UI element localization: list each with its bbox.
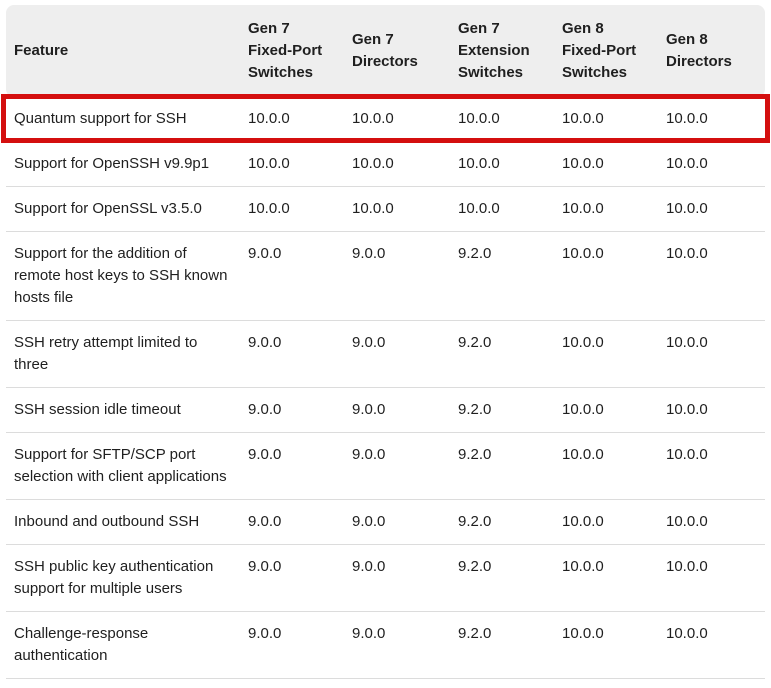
value-cell: 9.2.0 [458,245,492,262]
value-cell: 10.0.0 [562,558,604,575]
table-row-ssh-retry-attempt: SSH retry attempt limited to three 9.0.0… [6,321,765,388]
value-cell: 9.0.0 [352,334,386,351]
feature-cell: Support for SFTP/SCP port selection with… [14,446,227,485]
value-cell: 9.2.0 [458,401,492,418]
value-cell: 9.0.0 [248,558,282,575]
value-cell: 10.0.0 [562,513,604,530]
value-cell: 10.0.0 [666,625,708,642]
feature-cell: SSH session idle timeout [14,401,181,418]
value-cell: 10.0.0 [666,446,708,463]
value-cell: 10.0.0 [666,401,708,418]
value-cell: 10.0.0 [352,155,394,172]
value-cell: 9.0.0 [352,513,386,530]
value-cell: 10.0.0 [562,446,604,463]
value-cell: 10.0.0 [352,110,394,127]
table-row-ssh-session-idle-timeout: SSH session idle timeout 9.0.0 9.0.0 9.2… [6,388,765,433]
value-cell: 10.0.0 [248,200,290,217]
value-cell: 9.0.0 [248,446,282,463]
value-cell: 9.0.0 [352,558,386,575]
feature-cell: Challenge-response authentication [14,625,149,664]
column-header-gen7-directors: Gen 7 Directors [352,31,418,70]
table-row-openssh-v99p1: Support for OpenSSH v9.9p1 10.0.0 10.0.0… [6,142,765,187]
value-cell: 10.0.0 [666,334,708,351]
table-row-quantum-support-for-ssh: Quantum support for SSH 10.0.0 10.0.0 10… [1,94,770,143]
table-row-sftp-scp-port-selection: Support for SFTP/SCP port selection with… [6,433,765,500]
value-cell: 9.0.0 [248,625,282,642]
value-cell: 9.0.0 [352,446,386,463]
feature-cell: Support for OpenSSH v9.9p1 [14,155,210,172]
value-cell: 9.2.0 [458,513,492,530]
table-row-ssh-public-key-auth: SSH public key authentication support fo… [6,545,765,612]
value-cell: 10.0.0 [352,200,394,217]
feature-cell: Quantum support for SSH [14,110,187,127]
table-row-challenge-response-auth: Challenge-response authentication 9.0.0 … [6,612,765,679]
value-cell: 9.2.0 [458,334,492,351]
value-cell: 10.0.0 [666,513,708,530]
table-row-inbound-outbound-ssh: Inbound and outbound SSH 9.0.0 9.0.0 9.2… [6,500,765,545]
value-cell: 9.0.0 [352,245,386,262]
value-cell: 10.0.0 [666,245,708,262]
value-cell: 10.0.0 [562,401,604,418]
value-cell: 9.0.0 [248,401,282,418]
value-cell: 10.0.0 [458,155,500,172]
value-cell: 9.2.0 [458,558,492,575]
value-cell: 10.0.0 [562,200,604,217]
column-header-gen7-fixed-port-switches: Gen 7 Fixed-Port Switches [248,20,323,81]
value-cell: 9.0.0 [352,401,386,418]
column-header-feature: Feature [14,42,69,59]
feature-cell: SSH public key authentication support fo… [14,558,214,597]
value-cell: 10.0.0 [562,625,604,642]
value-cell: 10.0.0 [562,155,604,172]
value-cell: 10.0.0 [248,110,290,127]
value-cell: 10.0.0 [666,155,708,172]
value-cell: 10.0.0 [458,200,500,217]
value-cell: 10.0.0 [666,558,708,575]
value-cell: 10.0.0 [562,334,604,351]
value-cell: 10.0.0 [458,110,500,127]
value-cell: 9.0.0 [248,334,282,351]
table-row-remote-host-keys: Support for the addition of remote host … [6,232,765,321]
feature-cell: Support for OpenSSL v3.5.0 [14,200,202,217]
table-header-row: Feature Gen 7 Fixed-Port Switches Gen 7 … [6,5,765,97]
feature-cell: Inbound and outbound SSH [14,513,200,530]
column-header-gen8-directors: Gen 8 Directors [666,31,732,70]
column-header-gen7-extension-switches: Gen 7 Extension Switches [458,20,530,81]
value-cell: 10.0.0 [562,110,604,127]
column-header-gen8-fixed-port-switches: Gen 8 Fixed-Port Switches [562,20,637,81]
value-cell: 9.0.0 [352,625,386,642]
value-cell: 9.2.0 [458,446,492,463]
value-cell: 10.0.0 [666,200,708,217]
feature-cell: Support for the addition of remote host … [14,245,228,306]
value-cell: 9.2.0 [458,625,492,642]
feature-cell: SSH retry attempt limited to three [14,334,198,373]
value-cell: 9.0.0 [248,245,282,262]
value-cell: 10.0.0 [562,245,604,262]
value-cell: 10.0.0 [666,110,708,127]
table-row-openssl-v350: Support for OpenSSL v3.5.0 10.0.0 10.0.0… [6,187,765,232]
value-cell: 10.0.0 [248,155,290,172]
feature-compatibility-table: Feature Gen 7 Fixed-Port Switches Gen 7 … [1,5,770,679]
value-cell: 9.0.0 [248,513,282,530]
